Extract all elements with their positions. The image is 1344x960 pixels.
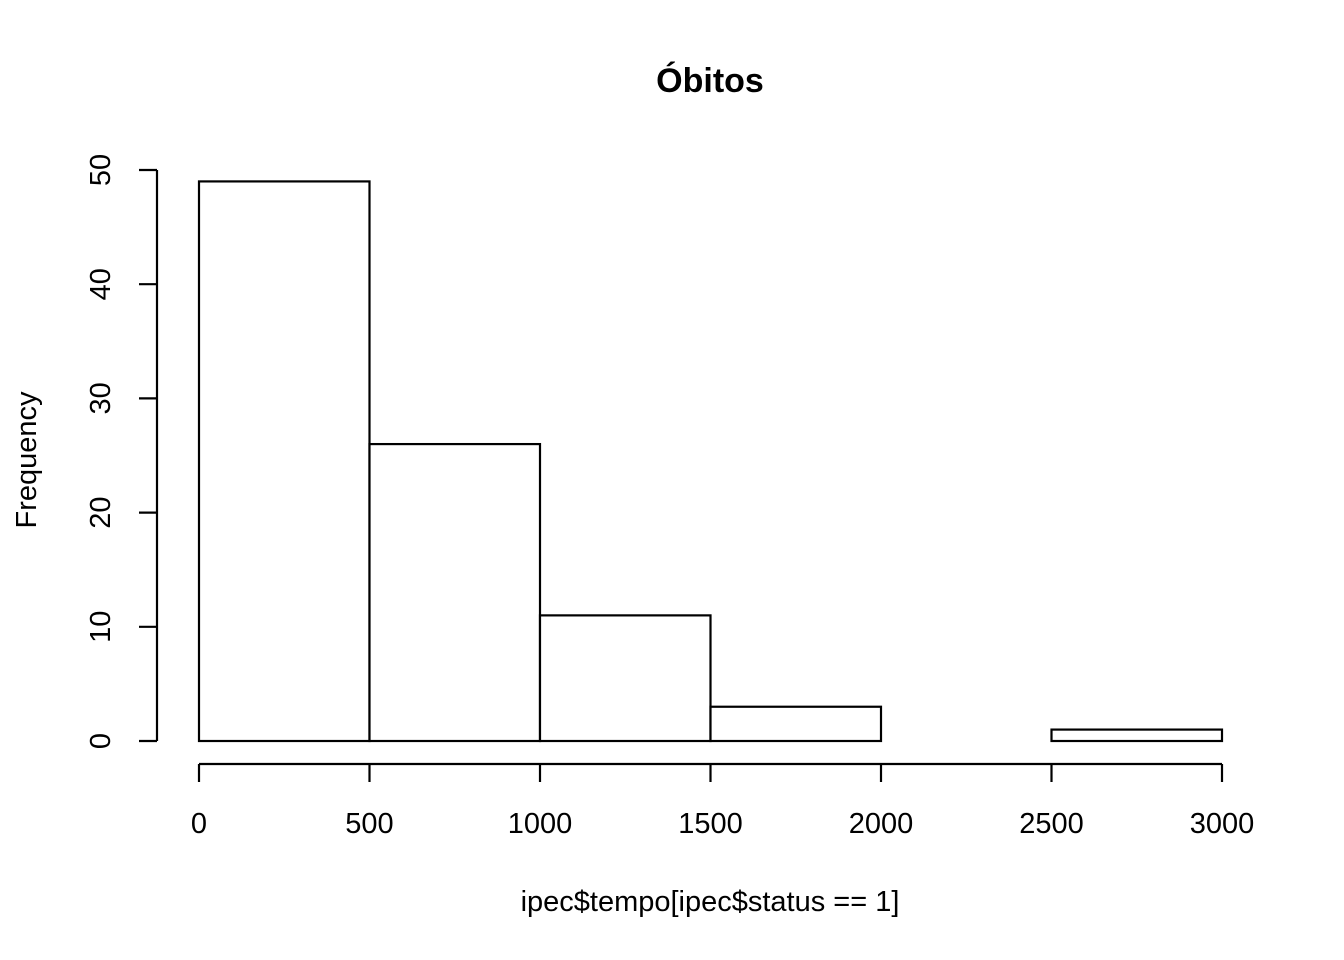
x-axis: 0 500 1000 1500 2000 2500 3000 — [191, 762, 1255, 840]
x-tick-label-5: 2500 — [1019, 808, 1084, 840]
y-tick-label-0: 0 — [85, 733, 117, 749]
x-tick-label-6: 3000 — [1190, 808, 1255, 840]
x-tick-label-1: 500 — [345, 808, 393, 840]
x-tick-label-3: 1500 — [678, 808, 743, 840]
y-tick-label-1: 10 — [85, 611, 117, 643]
x-axis-label: ipec$tempo[ipec$status == 1] — [521, 886, 900, 918]
histogram-bar-3 — [709, 705, 883, 743]
y-tick-label-3: 30 — [85, 382, 117, 414]
bars-group — [197, 180, 1224, 743]
y-tick-label-4: 40 — [85, 268, 117, 300]
x-tick-label-0: 0 — [191, 808, 207, 840]
histogram-bar-5 — [1050, 728, 1224, 743]
y-axis-label: Frequency — [11, 391, 43, 529]
histogram-bar-0 — [197, 180, 371, 743]
y-axis: 0 10 20 30 40 50 — [85, 154, 159, 749]
y-tick-label-5: 50 — [85, 154, 117, 186]
histogram-bar-1 — [368, 442, 542, 743]
histogram-bar-2 — [538, 614, 712, 743]
chart-title: Óbitos — [656, 62, 764, 100]
y-tick-label-2: 20 — [85, 496, 117, 528]
x-tick-label-4: 2000 — [849, 808, 914, 840]
x-tick-label-2: 1000 — [508, 808, 573, 840]
